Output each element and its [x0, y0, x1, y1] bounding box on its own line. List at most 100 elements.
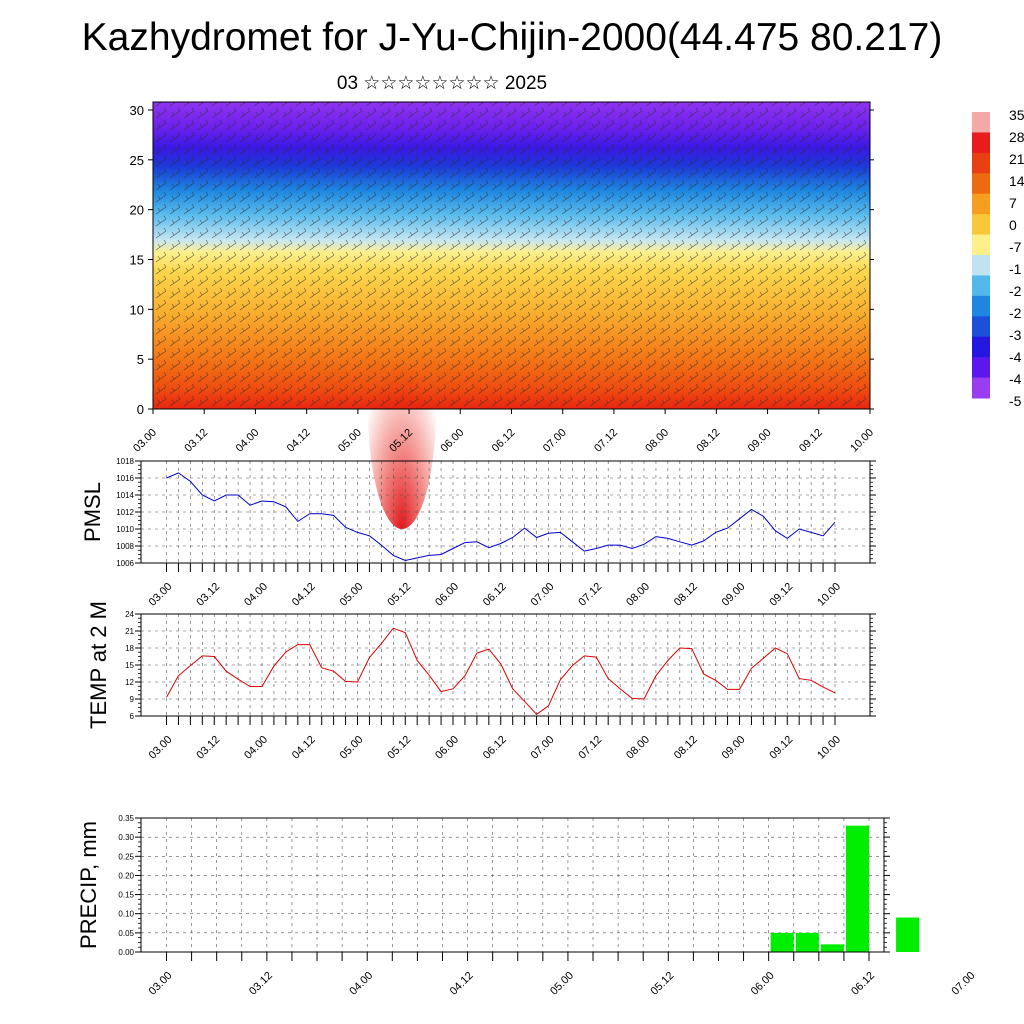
- precip-y-label: PRECIP, mm: [76, 821, 101, 949]
- y-tick-label: 0.25: [118, 852, 134, 861]
- temp-y-axis: 6 9 12 15 18 21 24: [125, 610, 876, 721]
- colorbar-label: -1: [1009, 261, 1022, 277]
- colorbar-swatch: [972, 214, 990, 236]
- x-tick-label: 07.00: [529, 734, 557, 762]
- temp-panel: 6 9 12 15 18 21 24 03.00 03.12 04.00 04.12 05.00 05…: [86, 601, 876, 762]
- y-tick-label: 24: [125, 610, 134, 619]
- colorbar-label: 7: [1009, 195, 1017, 211]
- colorbar-swatch: [972, 336, 990, 358]
- x-tick-label: 05.12: [385, 734, 413, 762]
- x-tick-label: 03.12: [194, 734, 222, 762]
- x-tick-label: 05.12: [385, 581, 413, 609]
- x-tick-label: 04.00: [347, 970, 375, 998]
- y-tick-label: 0.15: [118, 891, 134, 900]
- y-tick-label: 25: [130, 153, 144, 168]
- pmsl-y-axis: 1006 1008 1010 1012 1014 1016 1018: [116, 457, 876, 568]
- colorbar-label: -3: [1009, 327, 1022, 343]
- y-tick-label: 10: [130, 302, 144, 317]
- x-tick-label: 06.00: [433, 734, 461, 762]
- y-tick-label: 1008: [116, 542, 134, 551]
- x-tick-label: 03.00: [131, 427, 159, 455]
- x-tick-label: 03.00: [147, 970, 175, 998]
- x-tick-label: 03.12: [194, 581, 222, 609]
- colorbar-label: 14: [1009, 173, 1024, 189]
- y-tick-label: 1016: [116, 474, 134, 483]
- y-tick-label: 1014: [116, 491, 134, 500]
- x-tick-label: 09.00: [720, 734, 748, 762]
- x-tick-label: 08.00: [643, 427, 671, 455]
- temp-x-axis: 03.00 03.12 04.00 04.12 05.00 05.12 06.00 06.12…: [147, 716, 843, 762]
- precip-y-axis: 0.00 0.05 0.10 0.15 0.20 0.25 0.30 0.35: [118, 814, 890, 957]
- precip-bar: [795, 932, 819, 952]
- x-tick-label: 04.12: [290, 581, 318, 609]
- colorbar-label: 0: [1009, 217, 1017, 233]
- colorbar-swatch: [972, 316, 990, 338]
- precip-bar: [820, 944, 844, 952]
- pmsl-grid: [141, 460, 870, 564]
- x-tick-label: 04.00: [234, 427, 262, 455]
- colorbar-label: -4: [1009, 349, 1022, 365]
- wind-barbs: [153, 102, 870, 409]
- colorbar-label: -2: [1009, 305, 1022, 321]
- page-subtitle: 03 ☆☆☆☆☆☆☆☆ 2025: [336, 73, 548, 94]
- y-tick-label: 12: [125, 678, 134, 687]
- y-tick-label: 1012: [116, 508, 134, 517]
- x-tick-label: 08.12: [672, 581, 700, 609]
- x-tick-label: 06.00: [433, 581, 461, 609]
- x-tick-label: 05.00: [338, 734, 366, 762]
- y-tick-label: 0: [137, 402, 144, 417]
- x-tick-label: 03.00: [147, 581, 175, 609]
- y-tick-label: 5: [137, 352, 144, 367]
- y-tick-label: 1006: [116, 559, 134, 568]
- y-tick-label: 21: [125, 627, 134, 636]
- pmsl-x-axis: 03.00 03.12 04.00 04.12 05.00 05.12 06.00 06.12…: [147, 563, 843, 609]
- x-tick-label: 08.00: [624, 734, 652, 762]
- x-tick-label: 10.00: [848, 427, 876, 455]
- precip-bar: [770, 932, 794, 952]
- page-title: Kazhydromet for J-Yu-Chijin-2000(44.475 …: [81, 16, 943, 59]
- colorbar-label: -5: [1009, 393, 1022, 409]
- x-tick-label: 10.00: [815, 734, 843, 762]
- x-tick-label: 09.12: [767, 734, 795, 762]
- cross-section-x-axis: 03.00 03.12 04.00 04.12 05.00 05.12 06.00 06.12…: [131, 409, 876, 455]
- pmsl-y-label: PMSL: [80, 482, 105, 542]
- x-tick-label: 03.00: [147, 734, 175, 762]
- precip-bar: [896, 917, 920, 952]
- x-tick-label: 10.00: [815, 581, 843, 609]
- y-tick-label: 18: [125, 644, 134, 653]
- x-tick-label: 04.00: [242, 581, 270, 609]
- x-tick-label: 08.12: [672, 734, 700, 762]
- x-tick-label: 06.12: [481, 734, 509, 762]
- colorbar-label: 28: [1009, 129, 1024, 145]
- x-tick-label: 07.12: [592, 427, 620, 455]
- x-tick-label: 09.00: [746, 427, 774, 455]
- precip-grid: [141, 817, 884, 953]
- x-tick-label: 05.00: [548, 970, 576, 998]
- x-tick-label: 06.00: [749, 970, 777, 998]
- x-tick-label: 05.00: [338, 581, 366, 609]
- colorbar-swatch: [972, 112, 990, 133]
- y-tick-label: 1010: [116, 525, 134, 534]
- colorbar-label: -7: [1009, 239, 1022, 255]
- y-tick-label: 20: [130, 203, 144, 218]
- precip-panel: 0.000.050.100.150.200.250.300.35 03.00 03…: [76, 814, 978, 998]
- x-tick-label: 06.12: [490, 427, 518, 455]
- y-tick-label: 15: [125, 661, 134, 670]
- y-tick-label: 1018: [116, 457, 134, 466]
- pmsl-panel: 1006 1008 1010 1012 1014 1016 1018 03.00 03.12 0…: [80, 457, 876, 609]
- temp-series-line: [166, 627, 836, 715]
- y-tick-label: 0.20: [118, 871, 134, 880]
- colorbar-swatch: [972, 132, 990, 154]
- x-tick-label: 09.12: [797, 427, 825, 455]
- x-tick-label: 05.00: [336, 427, 364, 455]
- colorbar-swatch: [972, 275, 990, 297]
- y-tick-label: 30: [130, 103, 144, 118]
- cross-section-y-axis: 0 5 10 15 20 25 30: [130, 103, 874, 417]
- precip-frame: [140, 817, 885, 953]
- x-tick-label: 07.00: [950, 970, 978, 998]
- x-tick-label: 06.00: [438, 427, 466, 455]
- x-tick-label: 07.00: [541, 427, 569, 455]
- y-tick-label: 0.10: [118, 910, 134, 919]
- y-tick-label: 0.05: [118, 929, 134, 938]
- colorbar-swatch: [972, 255, 990, 276]
